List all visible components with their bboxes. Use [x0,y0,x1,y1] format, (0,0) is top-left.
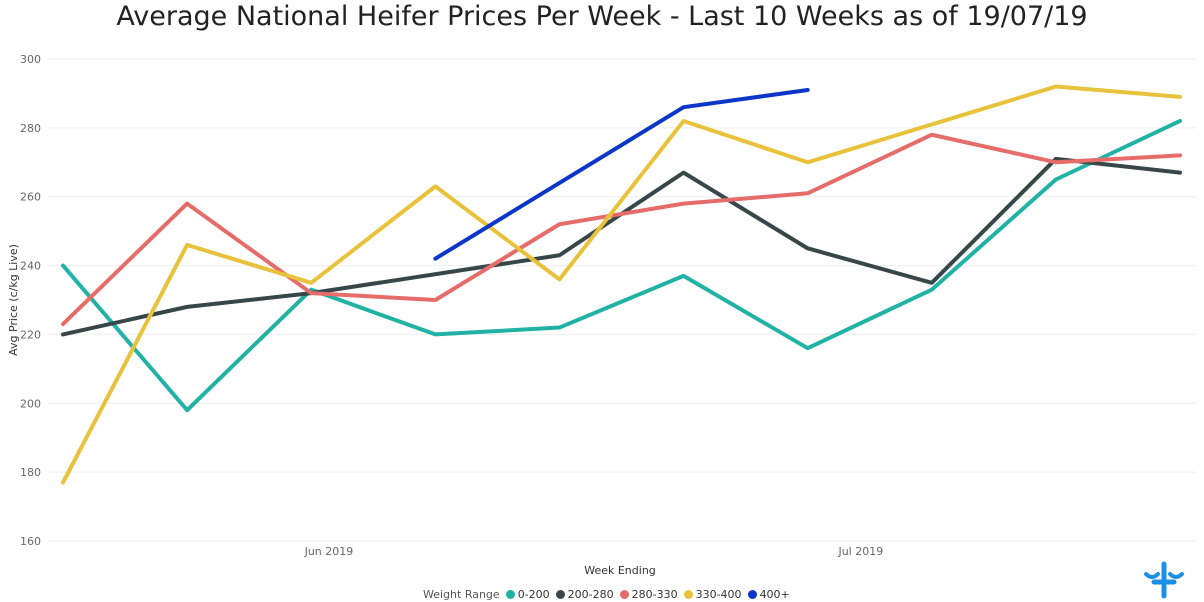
legend-label: 0-200 [517,587,550,601]
series-line-330-400 [61,84,1182,485]
legend-dot-icon [747,589,757,599]
legend-items: 0-200 200-280 280-330 330-400 400+ [505,587,796,601]
brand-logo-icon [1144,561,1184,599]
legend-item-400+[interactable]: 400+ [747,587,790,601]
series-line-200-280 [61,156,1182,337]
x-axis: Jun 2019 Jul 2019 [304,545,884,558]
y-tick-label: 160 [20,535,41,548]
y-axis: 160 180 200 220 240 260 280 300 [20,53,41,548]
chart-title: Average National Heifer Prices Per Week … [116,1,1088,32]
legend-label: 330-400 [695,587,742,601]
x-tick-label: Jun 2019 [304,545,354,558]
y-tick-label: 300 [20,53,41,66]
x-tick-label: Jul 2019 [837,545,883,558]
legend-title: Weight Range [423,587,500,601]
legend-label: 400+ [759,587,790,601]
series-line-0-200 [61,118,1182,413]
legend-dot-icon [505,589,515,599]
y-tick-label: 200 [20,397,41,410]
legend-item-280-330[interactable]: 280-330 [619,587,678,601]
legend-dot-icon [555,589,565,599]
legend: Weight Range 0-200 200-280 280-330 330-400 4… [423,586,796,602]
y-tick-label: 180 [20,466,41,479]
y-tick-label: 220 [20,328,41,341]
legend-dot-icon [683,589,693,599]
legend-item-0-200[interactable]: 0-200 [505,587,550,601]
y-tick-label: 240 [20,260,41,273]
legend-item-200-280[interactable]: 200-280 [555,587,614,601]
legend-dot-icon [619,589,629,599]
legend-label: 200-280 [567,587,614,601]
series-line-280-330 [61,132,1182,327]
x-axis-title: Week Ending [584,564,656,577]
series-layer [61,84,1182,485]
legend-label: 280-330 [631,587,678,601]
legend-item-330-400[interactable]: 330-400 [683,587,742,601]
y-axis-title: Avg Price (c/kg Live) [7,244,20,356]
y-tick-label: 260 [20,191,41,204]
series-line-400+ [433,87,810,261]
y-tick-label: 280 [20,122,41,135]
